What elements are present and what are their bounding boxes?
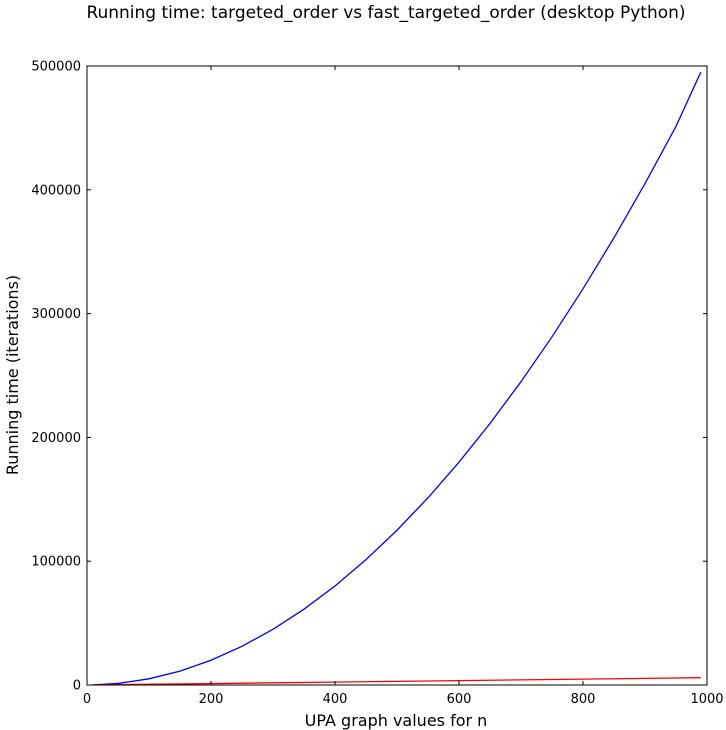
y-tick-label: 100000 xyxy=(31,555,81,570)
y-tick-label: 500000 xyxy=(31,60,81,75)
x-tick-label: 200 xyxy=(199,692,224,707)
series-group xyxy=(93,71,702,685)
x-tick-label: 0 xyxy=(83,692,91,707)
x-tick-label: 1000 xyxy=(690,692,723,707)
y-axis-label: Running time (iterations) xyxy=(3,275,22,475)
series-line-1 xyxy=(93,71,702,685)
chart-title: Running time: targeted_order vs fast_tar… xyxy=(86,3,685,23)
x-tick-label: 400 xyxy=(323,692,348,707)
x-tick-label: 800 xyxy=(571,692,596,707)
axis-ticks: 0 200 400 600 800 1000 0 100000 200000 300000 4000… xyxy=(31,60,723,708)
y-tick-label: 400000 xyxy=(31,183,81,198)
x-tick-label: 600 xyxy=(447,692,472,707)
plot-area xyxy=(86,65,708,686)
y-tick-label: 200000 xyxy=(31,431,81,446)
x-axis-label: UPA graph values for n xyxy=(305,711,488,730)
y-tick-label: 300000 xyxy=(31,307,81,322)
y-tick-label: 0 xyxy=(73,679,81,694)
axes-frame xyxy=(86,65,708,686)
series-line-2 xyxy=(93,677,701,685)
